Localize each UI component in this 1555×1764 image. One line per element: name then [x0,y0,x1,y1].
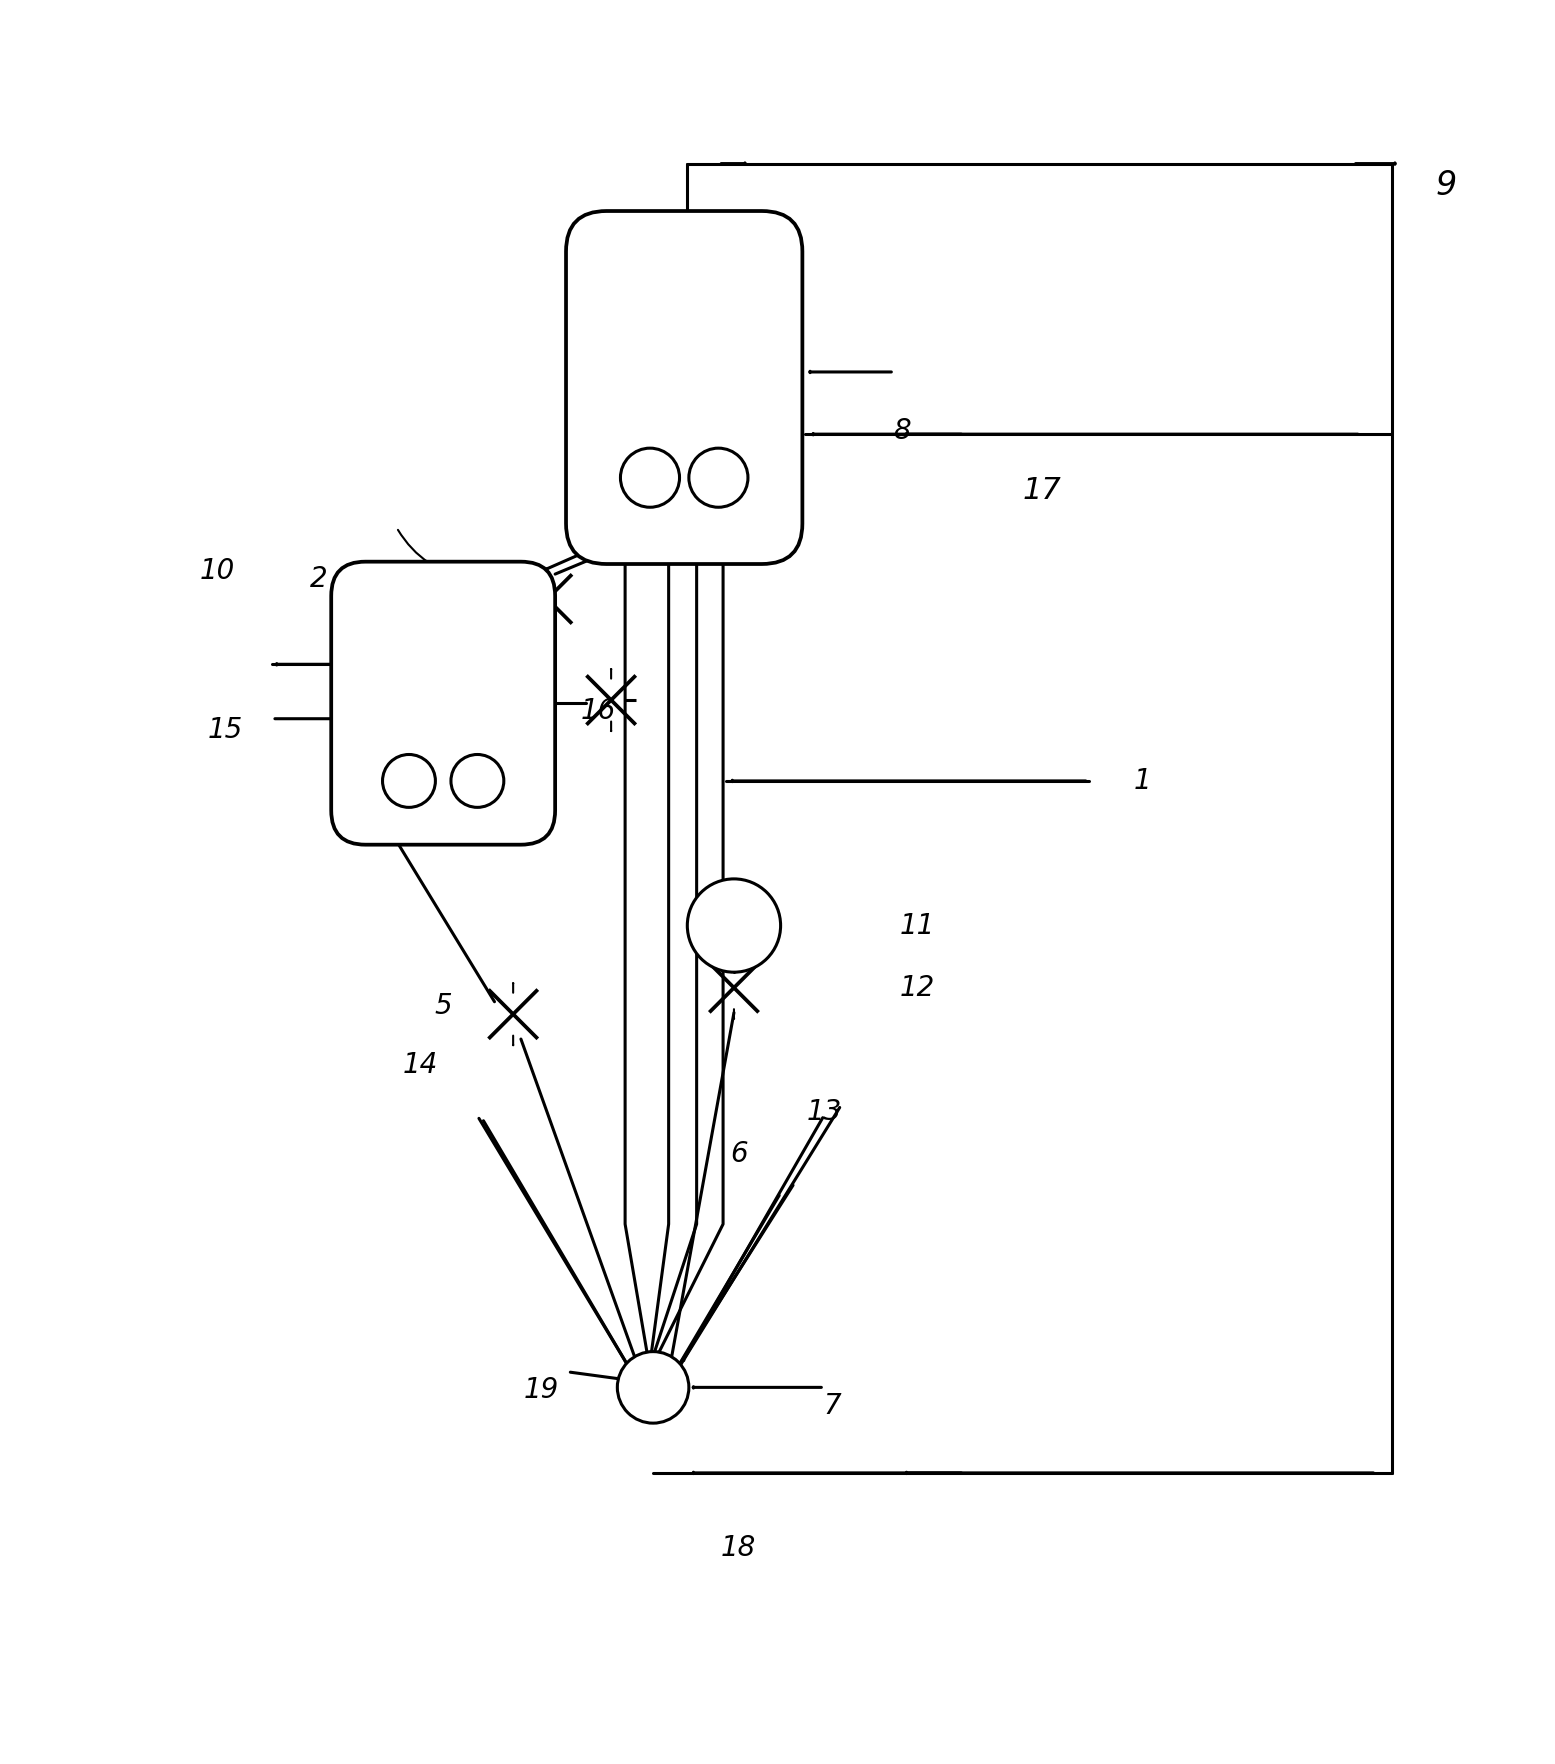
Circle shape [620,448,680,508]
Text: 17: 17 [1023,476,1061,505]
Text: 19: 19 [524,1376,558,1404]
Text: 14: 14 [403,1051,437,1080]
Circle shape [617,1351,689,1424]
Circle shape [687,878,781,972]
FancyBboxPatch shape [566,212,802,564]
Text: 2: 2 [309,564,328,593]
Text: 10: 10 [201,557,235,586]
Circle shape [689,448,748,508]
Text: 6: 6 [729,1140,748,1168]
Text: 4: 4 [432,695,454,727]
FancyBboxPatch shape [331,561,555,845]
Text: 18: 18 [722,1533,756,1561]
Text: 7: 7 [823,1392,841,1420]
Text: 13: 13 [807,1099,841,1125]
Text: 8: 8 [893,416,911,445]
Text: 1: 1 [1134,767,1152,796]
Text: 12: 12 [900,974,935,1002]
Text: 9: 9 [1435,169,1457,201]
Circle shape [451,755,504,808]
Text: 5: 5 [434,993,453,1020]
Text: 16: 16 [582,697,616,725]
Text: 15: 15 [208,716,243,744]
Circle shape [383,755,435,808]
Text: 11: 11 [900,912,935,940]
Text: 3: 3 [449,591,468,619]
